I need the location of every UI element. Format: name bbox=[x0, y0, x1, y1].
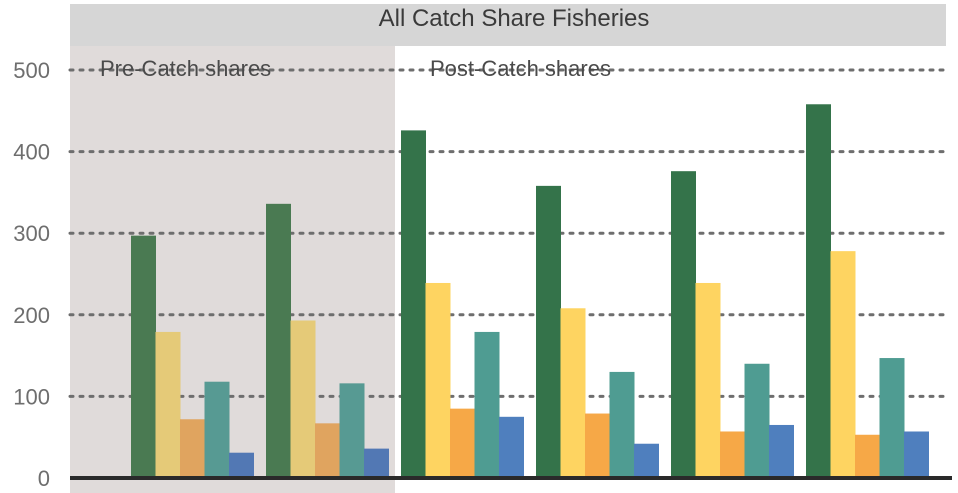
bars bbox=[131, 104, 929, 478]
bar bbox=[401, 130, 426, 478]
bar bbox=[585, 413, 610, 478]
bar bbox=[806, 104, 831, 478]
y-tick-label: 0 bbox=[38, 466, 50, 491]
bar bbox=[695, 282, 721, 478]
bar bbox=[339, 383, 365, 478]
bar bbox=[536, 185, 561, 478]
period-label-post: Post-Catch shares bbox=[430, 56, 611, 81]
bar bbox=[744, 363, 770, 478]
y-tick-label: 300 bbox=[13, 221, 50, 246]
bar bbox=[499, 416, 524, 478]
bar bbox=[769, 424, 794, 478]
bar bbox=[560, 308, 586, 478]
bar bbox=[266, 203, 291, 478]
bar bbox=[450, 408, 475, 478]
bar bbox=[609, 371, 635, 478]
bar bbox=[879, 358, 905, 478]
bar bbox=[830, 251, 856, 478]
bar bbox=[315, 423, 340, 478]
gridlines bbox=[68, 68, 948, 398]
bar bbox=[229, 452, 254, 478]
bar bbox=[474, 331, 500, 478]
chart-title: All Catch Share Fisheries bbox=[379, 5, 650, 32]
bar bbox=[131, 235, 156, 478]
y-axis: 0 100 200 300 400 500 bbox=[13, 58, 952, 491]
bar-group bbox=[671, 171, 794, 478]
bar-group bbox=[536, 185, 659, 478]
bar bbox=[364, 448, 389, 478]
period-labels: Pre-Catch shares Post-Catch shares bbox=[100, 56, 611, 81]
y-tick-label: 100 bbox=[13, 384, 50, 409]
bar-group bbox=[806, 104, 929, 478]
bar-group bbox=[266, 203, 389, 478]
bar bbox=[720, 431, 745, 478]
period-label-pre: Pre-Catch shares bbox=[100, 56, 271, 81]
bar bbox=[204, 381, 230, 478]
bar-group bbox=[401, 130, 524, 478]
y-tick-label: 200 bbox=[13, 303, 50, 328]
bar bbox=[290, 320, 316, 478]
bar bbox=[155, 331, 181, 478]
bar bbox=[904, 431, 929, 478]
bar bbox=[180, 419, 205, 478]
y-tick-label: 500 bbox=[13, 58, 50, 83]
bar-group bbox=[131, 235, 254, 478]
bar bbox=[425, 282, 451, 478]
bar bbox=[855, 434, 880, 478]
y-tick-label: 400 bbox=[13, 140, 50, 165]
bar bbox=[634, 443, 659, 478]
title-band bbox=[70, 4, 946, 46]
bar bbox=[671, 171, 696, 478]
